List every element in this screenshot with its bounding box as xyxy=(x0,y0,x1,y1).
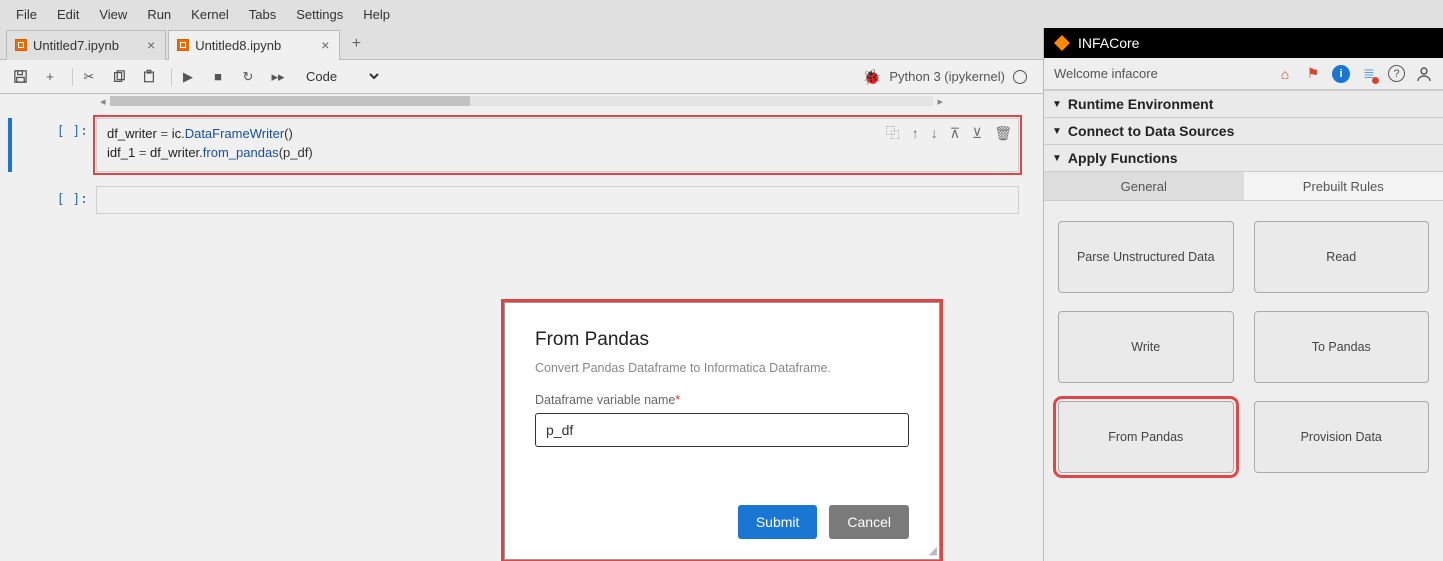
subtab-prebuilt-rules[interactable]: Prebuilt Rules xyxy=(1244,172,1443,200)
code-cell[interactable]: [ ]: xyxy=(8,186,1019,214)
restart-icon[interactable]: ↻ xyxy=(236,65,260,89)
panel-title: INFACore xyxy=(1078,35,1139,51)
cell-prompt: [ ]: xyxy=(16,186,96,214)
function-subtabs: General Prebuilt Rules xyxy=(1044,171,1443,201)
add-tab-button[interactable]: + xyxy=(342,35,370,53)
menu-kernel[interactable]: Kernel xyxy=(181,3,239,26)
cancel-button[interactable]: Cancel xyxy=(829,505,909,539)
fn-read[interactable]: Read xyxy=(1254,221,1430,293)
infacore-logo-icon xyxy=(1054,35,1070,51)
subtab-general[interactable]: General xyxy=(1044,172,1244,200)
cell-type-select[interactable]: Code xyxy=(302,68,382,85)
document-tabbar: Untitled7.ipynb × Untitled8.ipynb × + xyxy=(0,28,1043,60)
panel-header: INFACore xyxy=(1044,28,1443,58)
close-icon[interactable]: × xyxy=(321,37,329,53)
fn-provision-data[interactable]: Provision Data xyxy=(1254,401,1430,473)
field-label: Dataframe variable name* xyxy=(535,393,909,407)
add-cell-icon[interactable]: + xyxy=(38,65,62,89)
move-down-icon[interactable]: ↓ xyxy=(931,123,938,143)
info-icon[interactable]: i xyxy=(1332,65,1350,83)
fn-from-pandas[interactable]: From Pandas xyxy=(1058,401,1234,473)
menu-help[interactable]: Help xyxy=(353,3,400,26)
section-label: Runtime Environment xyxy=(1068,96,1213,112)
horizontal-scrollbar[interactable]: ◂ ▸ xyxy=(0,94,1043,108)
fn-to-pandas[interactable]: To Pandas xyxy=(1254,311,1430,383)
menu-file[interactable]: File xyxy=(6,3,47,26)
run-all-icon[interactable]: ▸▸ xyxy=(266,65,290,89)
fn-parse-unstructured-data[interactable]: Parse Unstructured Data xyxy=(1058,221,1234,293)
fn-write[interactable]: Write xyxy=(1058,311,1234,383)
function-grid: Parse Unstructured Data Read Write To Pa… xyxy=(1044,201,1443,493)
kernel-name[interactable]: Python 3 (ipykernel) xyxy=(889,69,1005,84)
menu-view[interactable]: View xyxy=(89,3,137,26)
tab-untitled7[interactable]: Untitled7.ipynb × xyxy=(6,30,166,60)
section-label: Connect to Data Sources xyxy=(1068,123,1234,139)
infacore-panel: INFACore Welcome infacore ⌂ ⚑ i ≣ ? ▼Run… xyxy=(1044,28,1443,561)
run-icon[interactable]: ▶ xyxy=(176,65,200,89)
menu-bar: File Edit View Run Kernel Tabs Settings … xyxy=(0,0,1443,28)
tab-label: Untitled7.ipynb xyxy=(33,38,119,53)
section-connect-data-sources[interactable]: ▼Connect to Data Sources xyxy=(1044,118,1443,144)
stop-icon[interactable]: ■ xyxy=(206,65,230,89)
resize-handle-icon[interactable]: ◢ xyxy=(929,544,937,557)
dialog-description: Convert Pandas Dataframe to Informatica … xyxy=(535,361,909,375)
flag-icon[interactable]: ⚑ xyxy=(1304,65,1322,83)
menu-settings[interactable]: Settings xyxy=(286,3,353,26)
move-up-icon[interactable]: ↑ xyxy=(912,123,919,143)
notebook-icon xyxy=(15,39,27,51)
menu-run[interactable]: Run xyxy=(137,3,181,26)
dialog-title: From Pandas xyxy=(535,329,909,351)
accordion: ▼Runtime Environment ▼Connect to Data So… xyxy=(1044,90,1443,493)
delete-cell-icon[interactable]: 🗑 xyxy=(994,123,1012,143)
task-list-icon[interactable]: ≣ xyxy=(1360,65,1378,83)
menu-edit[interactable]: Edit xyxy=(47,3,89,26)
menu-tabs[interactable]: Tabs xyxy=(239,3,286,26)
save-icon[interactable] xyxy=(8,65,32,89)
insert-above-icon[interactable]: ⊼ xyxy=(950,123,960,143)
code-cell[interactable]: [ ]: ⿻ ↑ ↓ ⊼ ⊻ 🗑 df_writer = ic.DataFram… xyxy=(8,118,1019,172)
section-label: Apply Functions xyxy=(1068,150,1178,166)
insert-below-icon[interactable]: ⊻ xyxy=(972,123,982,143)
kernel-status-icon xyxy=(1013,70,1027,84)
cell-toolbar: ⿻ ↑ ↓ ⊼ ⊻ 🗑 xyxy=(886,123,1012,143)
close-icon[interactable]: × xyxy=(147,37,155,53)
from-pandas-dialog: From Pandas Convert Pandas Dataframe to … xyxy=(504,302,940,560)
cut-icon[interactable]: ✂ xyxy=(77,65,101,89)
paste-icon[interactable] xyxy=(137,65,161,89)
panel-welcome-bar: Welcome infacore ⌂ ⚑ i ≣ ? xyxy=(1044,58,1443,90)
submit-button[interactable]: Submit xyxy=(738,505,818,539)
debugger-icon[interactable]: 🐞 xyxy=(863,68,882,86)
welcome-text: Welcome infacore xyxy=(1054,66,1158,81)
tab-label: Untitled8.ipynb xyxy=(195,38,281,53)
code-line: df_writer = ic.DataFrameWriter() xyxy=(107,125,1008,144)
code-editor[interactable]: ⿻ ↑ ↓ ⊼ ⊻ 🗑 df_writer = ic.DataFrameWrit… xyxy=(96,118,1019,172)
copy-icon[interactable] xyxy=(107,65,131,89)
tab-untitled8[interactable]: Untitled8.ipynb × xyxy=(168,30,340,60)
cell-prompt: [ ]: xyxy=(16,118,96,172)
dataframe-name-input[interactable] xyxy=(535,413,909,447)
notebook-icon xyxy=(177,39,189,51)
home-icon[interactable]: ⌂ xyxy=(1276,65,1294,83)
section-runtime-environment[interactable]: ▼Runtime Environment xyxy=(1044,91,1443,117)
code-line: idf_1 = df_writer.from_pandas(p_df) xyxy=(107,144,1008,163)
duplicate-icon[interactable]: ⿻ xyxy=(886,123,900,143)
help-icon[interactable]: ? xyxy=(1388,65,1405,82)
user-icon[interactable] xyxy=(1415,65,1433,83)
notebook-toolbar: + ✂ ▶ ■ ↻ ▸▸ Code 🐞 Python 3 (ipykernel) xyxy=(0,60,1043,94)
code-editor[interactable] xyxy=(96,186,1019,214)
section-apply-functions[interactable]: ▼Apply Functions xyxy=(1044,145,1443,171)
